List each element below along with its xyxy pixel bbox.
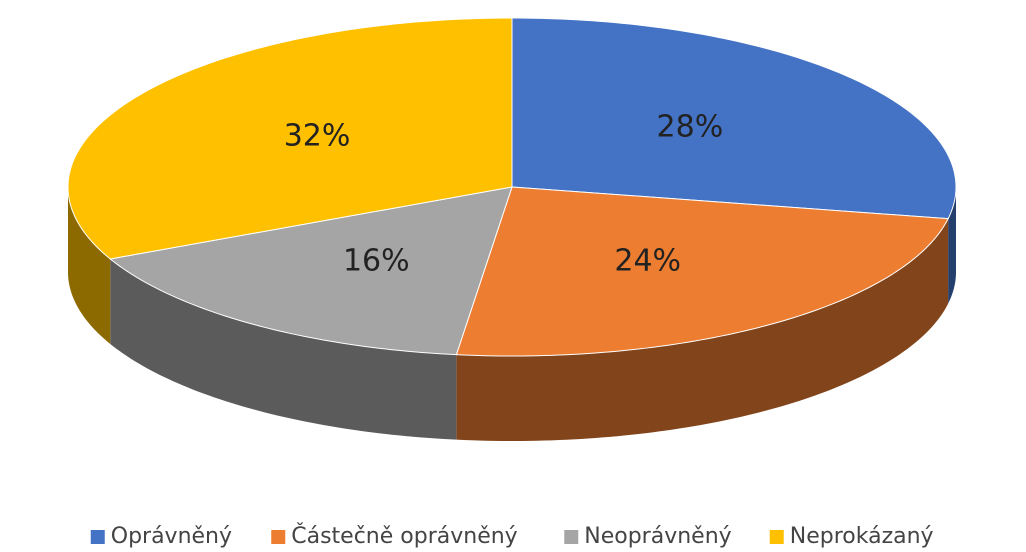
slice-side	[948, 187, 956, 304]
legend-swatch	[271, 530, 286, 544]
data-label: 28%	[657, 109, 724, 144]
slice	[67, 17, 513, 260]
legend-label: Neoprávněný	[584, 524, 731, 549]
data-label: 32%	[284, 119, 351, 154]
legend-swatch	[564, 530, 579, 544]
slice	[455, 186, 949, 357]
data-label: 24%	[614, 244, 681, 279]
legend-label: Neprokázaný	[790, 524, 934, 549]
legend-label: Oprávněný	[111, 524, 232, 549]
slice-side	[456, 218, 949, 441]
slice	[511, 17, 957, 220]
slice	[109, 186, 513, 356]
data-label: 16%	[343, 244, 410, 279]
legend-swatch	[90, 530, 105, 544]
legend-label: Částečně oprávněný	[291, 523, 517, 549]
slice-side	[110, 258, 457, 440]
slice-side	[68, 187, 111, 344]
legend-swatch	[769, 530, 784, 544]
